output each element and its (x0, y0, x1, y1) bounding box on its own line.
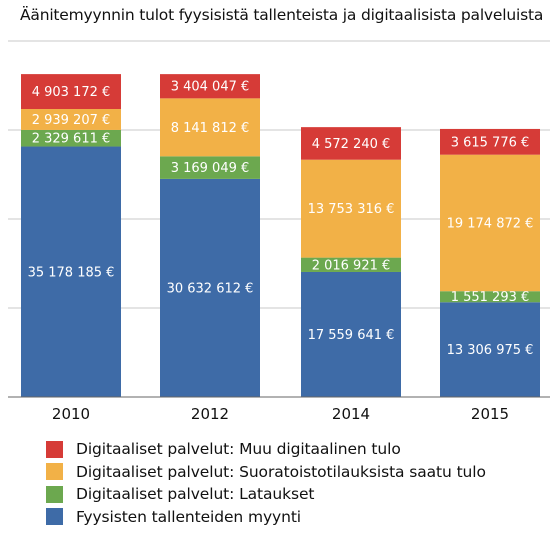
legend-label: Fyysisten tallenteiden myynti (76, 507, 302, 526)
data-label: 2 329 611 € (32, 132, 111, 147)
legend-swatch (46, 485, 63, 503)
bar-segment (21, 74, 121, 110)
legend-swatch (46, 508, 63, 526)
bar-segment (160, 98, 260, 157)
data-label: 13 306 975 € (447, 343, 534, 358)
legend-item: Fyysisten tallenteiden myynti (46, 506, 486, 529)
legend-label: Digitaaliset palvelut: Suoratoistotilauk… (76, 462, 486, 481)
data-label: 2 016 921 € (312, 258, 391, 273)
chart-title: Äänitemyynnin tulot fyysisistä tallentei… (20, 6, 544, 24)
data-label: 19 174 872 € (447, 216, 534, 231)
x-tick-label: 2012 (191, 405, 229, 423)
bar-segment (21, 146, 121, 397)
bar-segment (440, 128, 540, 155)
bar-segment (301, 271, 401, 397)
data-label: 4 572 240 € (312, 137, 391, 152)
legend-item: Digitaaliset palvelut: Suoratoistotilauk… (46, 461, 486, 484)
bar-segment (440, 154, 540, 292)
bar-segment (440, 302, 540, 397)
bar-segment (301, 257, 401, 272)
legend: Digitaaliset palvelut: Muu digitaalinen … (46, 438, 486, 528)
legend-item: Digitaaliset palvelut: Lataukset (46, 483, 486, 506)
data-label: 17 559 641 € (308, 328, 395, 343)
x-tick-label: 2014 (332, 405, 370, 423)
data-label: 1 551 293 € (451, 290, 530, 305)
x-tick-label: 2015 (471, 405, 509, 423)
legend-swatch (46, 440, 63, 458)
legend-label: Digitaaliset palvelut: Lataukset (76, 485, 315, 504)
bar-segment (21, 129, 121, 147)
data-label: 30 632 612 € (167, 281, 254, 296)
data-label: 35 178 185 € (28, 265, 115, 280)
data-label: 13 753 316 € (308, 202, 395, 217)
legend-swatch (46, 463, 63, 481)
bar-segment (301, 127, 401, 160)
bar-segment (301, 159, 401, 258)
bar-segment (440, 291, 540, 303)
data-label: 2 939 207 € (32, 113, 111, 128)
bar-segment (160, 74, 260, 99)
x-tick-label: 2010 (52, 405, 90, 423)
bar-segment (160, 156, 260, 179)
bar-segment (160, 178, 260, 397)
bar-segment (21, 109, 121, 130)
data-label: 3 404 047 € (171, 80, 250, 95)
legend-item: Digitaaliset palvelut: Muu digitaalinen … (46, 438, 486, 461)
data-label: 3 615 776 € (451, 135, 530, 150)
data-label: 3 169 049 € (171, 161, 250, 176)
data-label: 8 141 812 € (171, 121, 250, 136)
data-label: 4 903 172 € (32, 85, 111, 100)
legend-label: Digitaaliset palvelut: Muu digitaalinen … (76, 440, 401, 459)
